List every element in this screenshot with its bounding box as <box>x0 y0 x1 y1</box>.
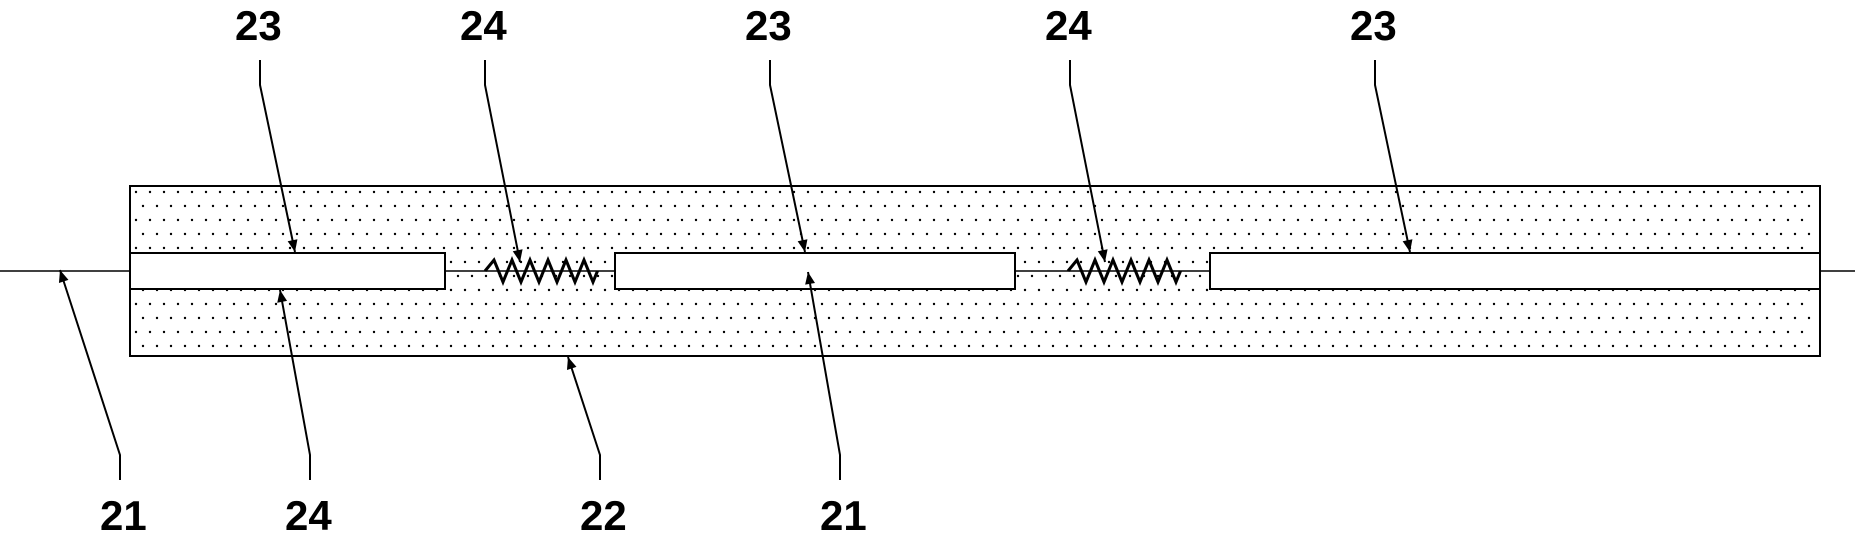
tube-2 <box>1210 253 1820 289</box>
bottom-label-0: 21 <box>100 492 147 539</box>
top-label-2: 23 <box>745 2 792 49</box>
top-label-1: 24 <box>460 2 507 49</box>
bottom-label-2: 22 <box>580 492 627 539</box>
top-label-4: 23 <box>1350 2 1397 49</box>
top-label-0: 23 <box>235 2 282 49</box>
bottom-label-1: 24 <box>285 492 332 539</box>
tube-0 <box>130 253 445 289</box>
top-label-3: 24 <box>1045 2 1092 49</box>
bottom-label-3: 21 <box>820 492 867 539</box>
tube-1 <box>615 253 1015 289</box>
